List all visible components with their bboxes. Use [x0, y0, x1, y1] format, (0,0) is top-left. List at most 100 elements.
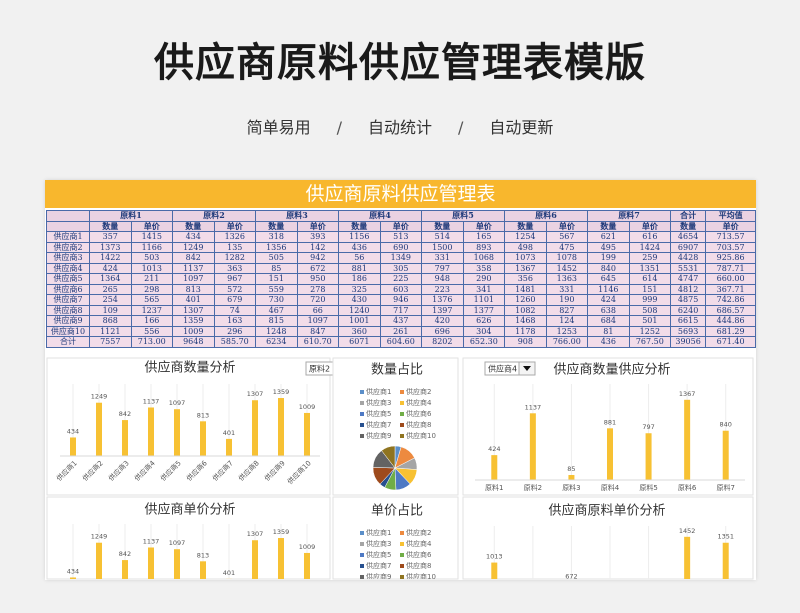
value-label: 401	[223, 429, 235, 437]
legend-swatch	[400, 401, 404, 405]
bar	[174, 409, 180, 456]
bar	[722, 542, 729, 579]
bar	[529, 413, 536, 480]
legend-swatch	[360, 401, 364, 405]
legend-label: 供应商3	[366, 539, 391, 548]
column-header: 原料2	[172, 210, 257, 222]
x-tick-label: 原料4	[601, 483, 620, 492]
value-label: 358	[642, 591, 654, 599]
page-title: 供应商原料供应管理表模版	[154, 40, 646, 86]
bar	[530, 601, 536, 613]
bar	[200, 421, 206, 456]
legend-label: 供应商10	[406, 572, 436, 581]
cell: 604.60	[379, 336, 423, 348]
bar	[278, 538, 284, 579]
cell: 671.40	[705, 336, 757, 348]
table-row: 供应商7 254 565 401 679 730 720 430 946 1376 1101 1260…	[46, 294, 757, 306]
legend-label: 供应商2	[406, 387, 431, 396]
pie-slice	[378, 602, 395, 613]
pie-slice	[382, 583, 395, 602]
bar	[304, 552, 310, 579]
bar	[174, 549, 180, 579]
subcolumn-header: 单价	[705, 220, 757, 232]
pie-slice	[381, 445, 396, 469]
row-label: 供应商2	[46, 241, 90, 253]
row-label: 供应商1	[46, 231, 90, 243]
separator: /	[458, 118, 464, 137]
value-label: 1009	[299, 543, 316, 551]
table-row: 供应商9 868 166 1359 163 815 1097 1001 437 420 626 146…	[46, 315, 757, 327]
bar	[122, 560, 128, 579]
x-tick-label: 原料5	[639, 483, 657, 492]
table-row: 供应商6 265 298 813 572 559 278 325 603 223 341 1481 33…	[46, 283, 757, 295]
value-label: 842	[119, 550, 131, 558]
value-label: 401	[223, 569, 235, 577]
value-label: 1351	[717, 533, 734, 541]
bar	[684, 399, 691, 480]
value-label: 1249	[91, 533, 108, 541]
legend-label: 供应商1	[366, 387, 391, 396]
legend-label: 供应商10	[406, 431, 436, 440]
dropdown-value: 供应商4	[488, 364, 517, 374]
bar	[646, 601, 652, 613]
pie-slice	[395, 580, 416, 602]
table-row: 供应商2 1373 1166 1249 135 1356 142 436 690 1500 893 4…	[46, 241, 757, 253]
pie-slice	[385, 580, 395, 602]
legend-swatch	[400, 575, 404, 579]
bar	[252, 540, 258, 579]
data-table: 原料1 原料2 原料3 原料4 原料5 原料6 原料7 合计 平均值 数量 单价 数量 单价 数量 单价 数量…	[46, 210, 757, 348]
separator: /	[336, 118, 342, 137]
cell: 766.00	[545, 336, 589, 348]
chart-title: 供应商单价分析	[144, 502, 235, 518]
value-label: 1013	[486, 553, 503, 561]
table-row: 供应商8 109 1237 1307 74 467 66 1240 717 1397 1377 108…	[46, 304, 757, 316]
value-label: 1452	[679, 527, 696, 535]
header-row: 原料1 原料2 原料3 原料4 原料5 原料6 原料7 合计 平均值	[46, 210, 757, 222]
table-row: 供应商1 357 1415 434 1326 318 393 1156 513 514 165 125…	[46, 231, 757, 243]
cell: 610.70	[296, 336, 340, 348]
value-label: 1009	[299, 403, 316, 411]
cell: 652.30	[462, 336, 506, 348]
legend-label: 供应商6	[406, 409, 432, 418]
legend-swatch	[360, 564, 364, 568]
legend-label: 供应商6	[406, 550, 432, 559]
value-label: 1097	[169, 399, 186, 407]
bar	[491, 455, 498, 480]
bar	[304, 412, 310, 456]
legend-label: 供应商5	[366, 409, 391, 418]
value-label: 672	[565, 573, 577, 581]
dropdown-arrow	[523, 366, 531, 371]
x-tick-label: 供应商1	[54, 598, 78, 613]
chart-title: 供应商数量供应分析	[553, 362, 670, 378]
subtitle-item: 自动统计	[367, 118, 432, 137]
value-label: 305	[604, 594, 616, 602]
x-tick-label: 供应商4	[132, 598, 157, 613]
cell: 1166	[130, 241, 174, 253]
legend-swatch	[360, 412, 364, 416]
chart-title: 供应商原料单价分析	[548, 503, 665, 519]
value-label: 1359	[273, 528, 290, 536]
chart-title: 数量占比	[371, 363, 423, 378]
x-tick-label: 供应商6	[184, 598, 209, 613]
pie-slice	[373, 602, 395, 613]
value-label: 1137	[143, 397, 160, 405]
legend-swatch	[360, 434, 364, 438]
value-label: 363	[527, 591, 539, 599]
chart-title: 供应商数量分析	[144, 360, 235, 376]
cell: 690	[379, 241, 423, 253]
value-label: 434	[67, 427, 79, 435]
value-label: 842	[119, 410, 131, 418]
x-tick-label: 原料1	[485, 483, 503, 492]
x-tick-label: 原料7	[716, 483, 734, 492]
x-tick-label: 供应商9	[262, 598, 286, 613]
subcolumn-header: 单价	[545, 220, 589, 232]
legend-swatch	[400, 390, 404, 394]
cell: 567	[545, 231, 589, 243]
pie-slice	[373, 584, 395, 605]
value-label: 1137	[143, 537, 160, 545]
column-header: 平均值	[705, 210, 757, 222]
legend-swatch	[400, 423, 404, 427]
x-tick-label: 原料2	[524, 483, 542, 492]
